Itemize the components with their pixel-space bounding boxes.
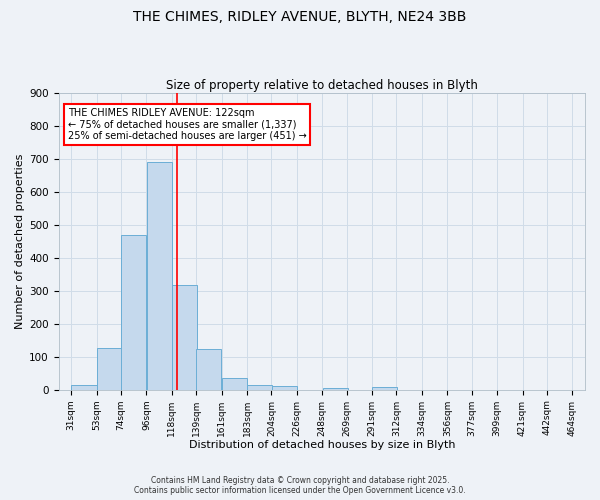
Y-axis label: Number of detached properties: Number of detached properties xyxy=(15,154,25,329)
Bar xyxy=(272,386,297,390)
Bar xyxy=(372,387,397,390)
Bar xyxy=(323,388,347,390)
Bar xyxy=(172,285,197,390)
Title: Size of property relative to detached houses in Blyth: Size of property relative to detached ho… xyxy=(166,79,478,92)
Bar xyxy=(196,348,221,390)
X-axis label: Distribution of detached houses by size in Blyth: Distribution of detached houses by size … xyxy=(188,440,455,450)
Bar xyxy=(146,162,172,390)
Bar xyxy=(71,385,97,390)
Bar xyxy=(247,385,272,390)
Text: THE CHIMES, RIDLEY AVENUE, BLYTH, NE24 3BB: THE CHIMES, RIDLEY AVENUE, BLYTH, NE24 3… xyxy=(133,10,467,24)
Bar xyxy=(121,235,146,390)
Bar xyxy=(97,348,122,390)
Text: Contains HM Land Registry data © Crown copyright and database right 2025.
Contai: Contains HM Land Registry data © Crown c… xyxy=(134,476,466,495)
Bar xyxy=(222,378,247,390)
Text: THE CHIMES RIDLEY AVENUE: 122sqm
← 75% of detached houses are smaller (1,337)
25: THE CHIMES RIDLEY AVENUE: 122sqm ← 75% o… xyxy=(68,108,307,141)
